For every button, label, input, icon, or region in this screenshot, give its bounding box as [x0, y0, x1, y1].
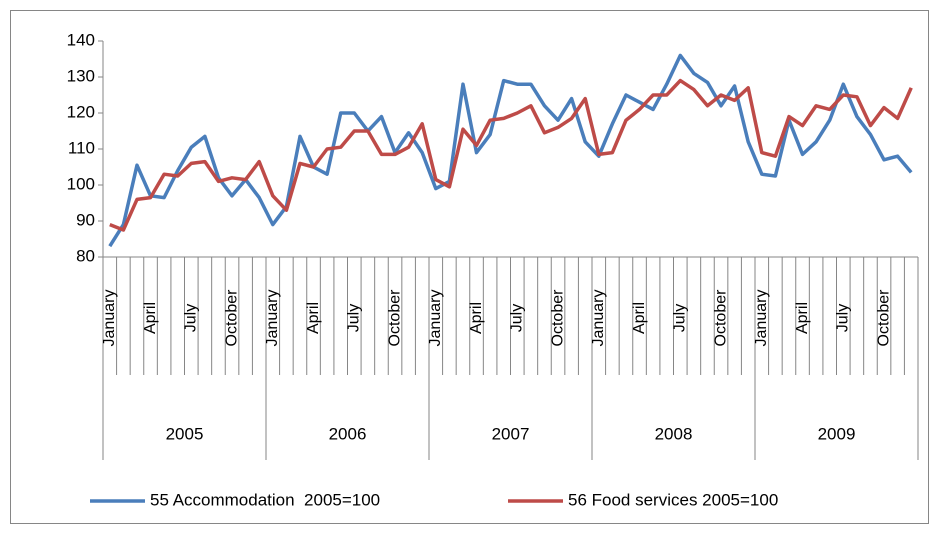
x-tick-label: July — [346, 304, 363, 332]
y-tick-label: 100 — [67, 174, 95, 193]
x-tick-label: April — [794, 302, 811, 334]
x-tick-label: July — [835, 304, 852, 332]
x-tick-label: July — [183, 304, 200, 332]
y-tick-label: 120 — [67, 102, 95, 121]
x-group-label: 2007 — [492, 424, 530, 443]
x-tick-label: July — [509, 304, 526, 332]
x-tick-label: July — [672, 304, 689, 332]
x-group-label: 2006 — [329, 424, 367, 443]
legend-label: 56 Food services 2005=100 — [568, 490, 778, 509]
x-tick-label: January — [753, 290, 770, 347]
y-tick-label: 140 — [67, 30, 95, 49]
x-tick-label: October — [386, 289, 403, 347]
x-tick-label: October — [875, 289, 892, 347]
x-group-label: 2005 — [166, 424, 204, 443]
x-tick-label: October — [712, 289, 729, 347]
y-tick-label: 110 — [68, 138, 95, 157]
y-tick-label: 130 — [67, 66, 95, 85]
x-tick-label: April — [468, 302, 485, 334]
series-line — [108, 53, 913, 248]
x-group-label: 2009 — [818, 424, 856, 443]
x-tick-label: January — [590, 290, 607, 347]
y-tick-label: 90 — [76, 210, 95, 229]
x-tick-label: April — [631, 302, 648, 334]
y-tick-label: 80 — [76, 246, 95, 265]
legend-label: 55 Accommodation 2005=100 — [150, 490, 380, 509]
x-tick-label: January — [101, 290, 118, 347]
x-tick-label: April — [142, 302, 159, 334]
x-tick-label: January — [264, 290, 281, 347]
x-group-label: 2008 — [655, 424, 693, 443]
x-tick-label: January — [427, 290, 444, 347]
x-tick-label: October — [549, 289, 566, 347]
x-tick-label: April — [305, 302, 322, 334]
x-tick-label: October — [223, 289, 240, 347]
series-line — [109, 78, 913, 232]
